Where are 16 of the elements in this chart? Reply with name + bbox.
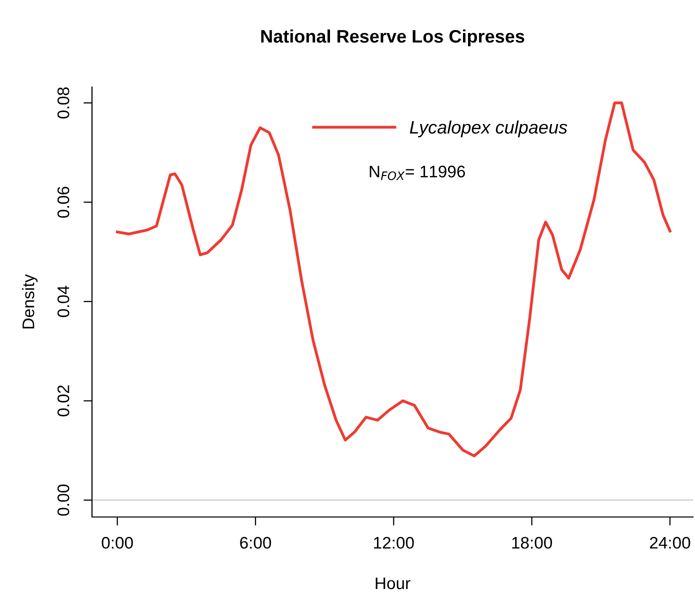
x-tick-label: 12:00 (374, 536, 414, 549)
y-axis-title: Density (22, 274, 38, 328)
chart-title: National Reserve Los Cipreses (261, 29, 524, 46)
annotation: N$_{FOX}$= 11996 (370, 166, 465, 180)
y-tick-label: 0.06 (57, 186, 70, 218)
y-tick-label: 0.02 (57, 385, 70, 416)
x-axis-title: Hour (376, 578, 410, 590)
x-tick-label: 18:00 (512, 536, 552, 549)
x-tick-label: 24:00 (650, 536, 690, 549)
y-tick-label: 0.00 (57, 484, 70, 516)
legend-label: Lycalopex culpaeus (410, 120, 568, 138)
y-tick-label: 0.08 (57, 87, 70, 118)
x-tick-label: 6:00 (240, 536, 272, 549)
x-tick-label: 0:00 (102, 536, 133, 549)
line-series (116, 102, 672, 458)
y-tick-label: 0.04 (57, 286, 70, 318)
